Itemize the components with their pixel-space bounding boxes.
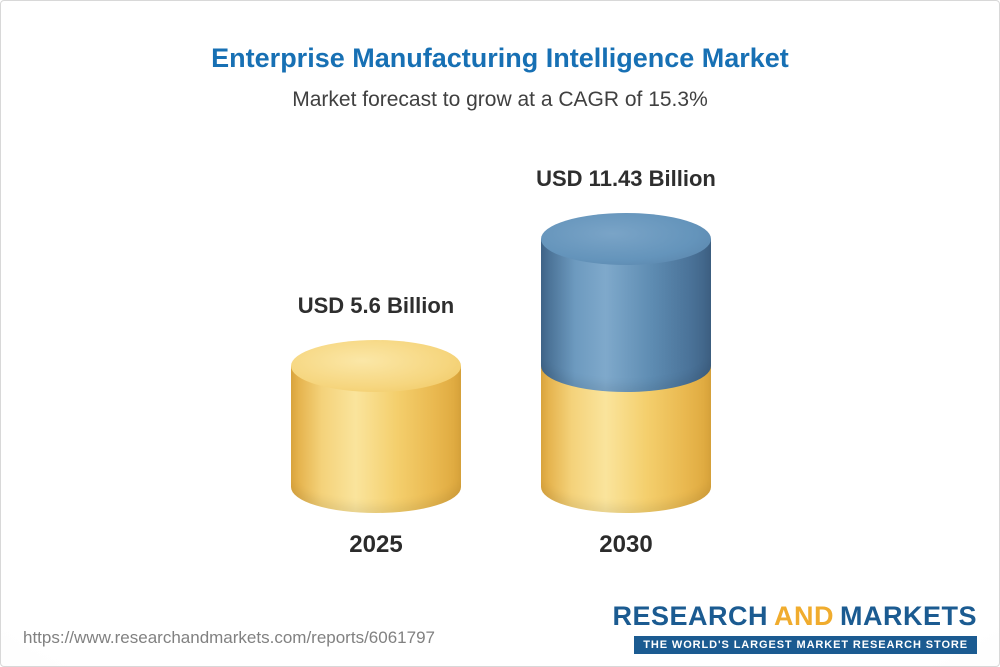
logo-wordmark: RESEARCH AND MARKETS bbox=[612, 601, 977, 632]
value-label-2030: USD 11.43 Billion bbox=[536, 166, 716, 191]
research-and-markets-logo: RESEARCH AND MARKETS THE WORLD'S LARGEST M… bbox=[612, 601, 977, 654]
logo-word-and: AND bbox=[774, 601, 834, 631]
chart-title: Enterprise Manufacturing Intelligence Ma… bbox=[211, 43, 789, 73]
value-label-2025: USD 5.6 Billion bbox=[297, 293, 455, 318]
category-label-2030: 2030 bbox=[599, 531, 653, 558]
logo-word-markets: MARKETS bbox=[840, 601, 977, 631]
chart-subtitle: Market forecast to grow at a CAGR of 15.… bbox=[292, 88, 708, 111]
category-label-2025: 2025 bbox=[349, 531, 403, 558]
bar-2025-cylinder-top bbox=[291, 340, 461, 392]
logo-word-research: RESEARCH bbox=[612, 601, 768, 631]
report-url-link[interactable]: https://www.researchandmarkets.com/repor… bbox=[23, 628, 435, 647]
bar-2030-cylinder-top bbox=[541, 213, 711, 265]
logo-tagline: THE WORLD'S LARGEST MARKET RESEARCH STOR… bbox=[634, 636, 977, 654]
